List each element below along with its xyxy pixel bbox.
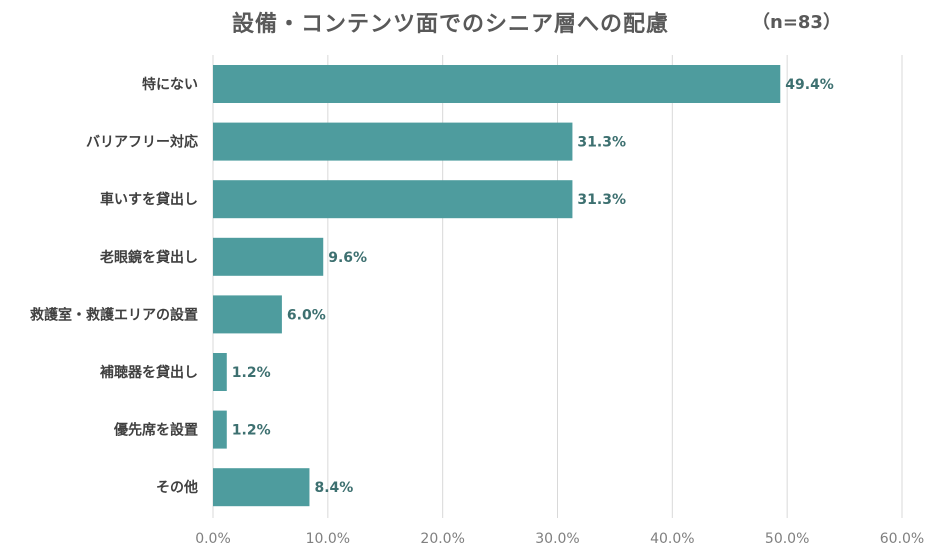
bar <box>213 295 282 334</box>
bar <box>213 122 573 161</box>
category-label: バリアフリー対応 <box>86 134 198 151</box>
value-label: 6.0% <box>287 307 326 323</box>
bar <box>213 353 227 391</box>
value-label: 8.4% <box>314 480 353 496</box>
bar <box>213 237 324 276</box>
category-label: その他 <box>156 479 198 496</box>
bar <box>213 65 781 103</box>
sample-size-note: （n=83） <box>752 12 841 33</box>
x-tick-label: 30.0% <box>535 531 579 544</box>
category-label: 老眼鏡を貸出し <box>100 249 198 266</box>
labels: 0.0% 10.0% 20.0% 30.0% 40.0% 50.0% 60.0% 特にない 49… <box>30 76 924 544</box>
x-tick-label: 20.0% <box>420 531 464 544</box>
bars <box>213 65 781 507</box>
category-label: 車いすを貸出し <box>100 191 198 208</box>
category-label: 優先席を設置 <box>113 422 198 439</box>
x-tick-label: 40.0% <box>650 531 694 544</box>
x-tick-label: 50.0% <box>765 531 809 544</box>
category-label: 特にない <box>142 76 198 93</box>
value-label: 1.2% <box>232 365 271 381</box>
category-label: 補聴器を貸出し <box>99 364 198 381</box>
x-tick-label: 0.0% <box>195 531 231 544</box>
category-label: 救護室・救護エリアの設置 <box>30 306 198 323</box>
chart-title: 設備・コンテンツ面でのシニア層への配慮 <box>232 12 670 37</box>
value-label: 31.3% <box>577 135 626 151</box>
bar <box>213 180 573 219</box>
bar <box>213 468 310 507</box>
value-label: 1.2% <box>232 423 271 439</box>
x-tick-label: 60.0% <box>880 531 924 544</box>
value-label: 31.3% <box>577 192 626 208</box>
x-tick-label: 10.0% <box>306 531 350 544</box>
value-label: 9.6% <box>328 250 367 266</box>
value-label: 49.4% <box>785 77 834 93</box>
bar <box>213 410 227 449</box>
